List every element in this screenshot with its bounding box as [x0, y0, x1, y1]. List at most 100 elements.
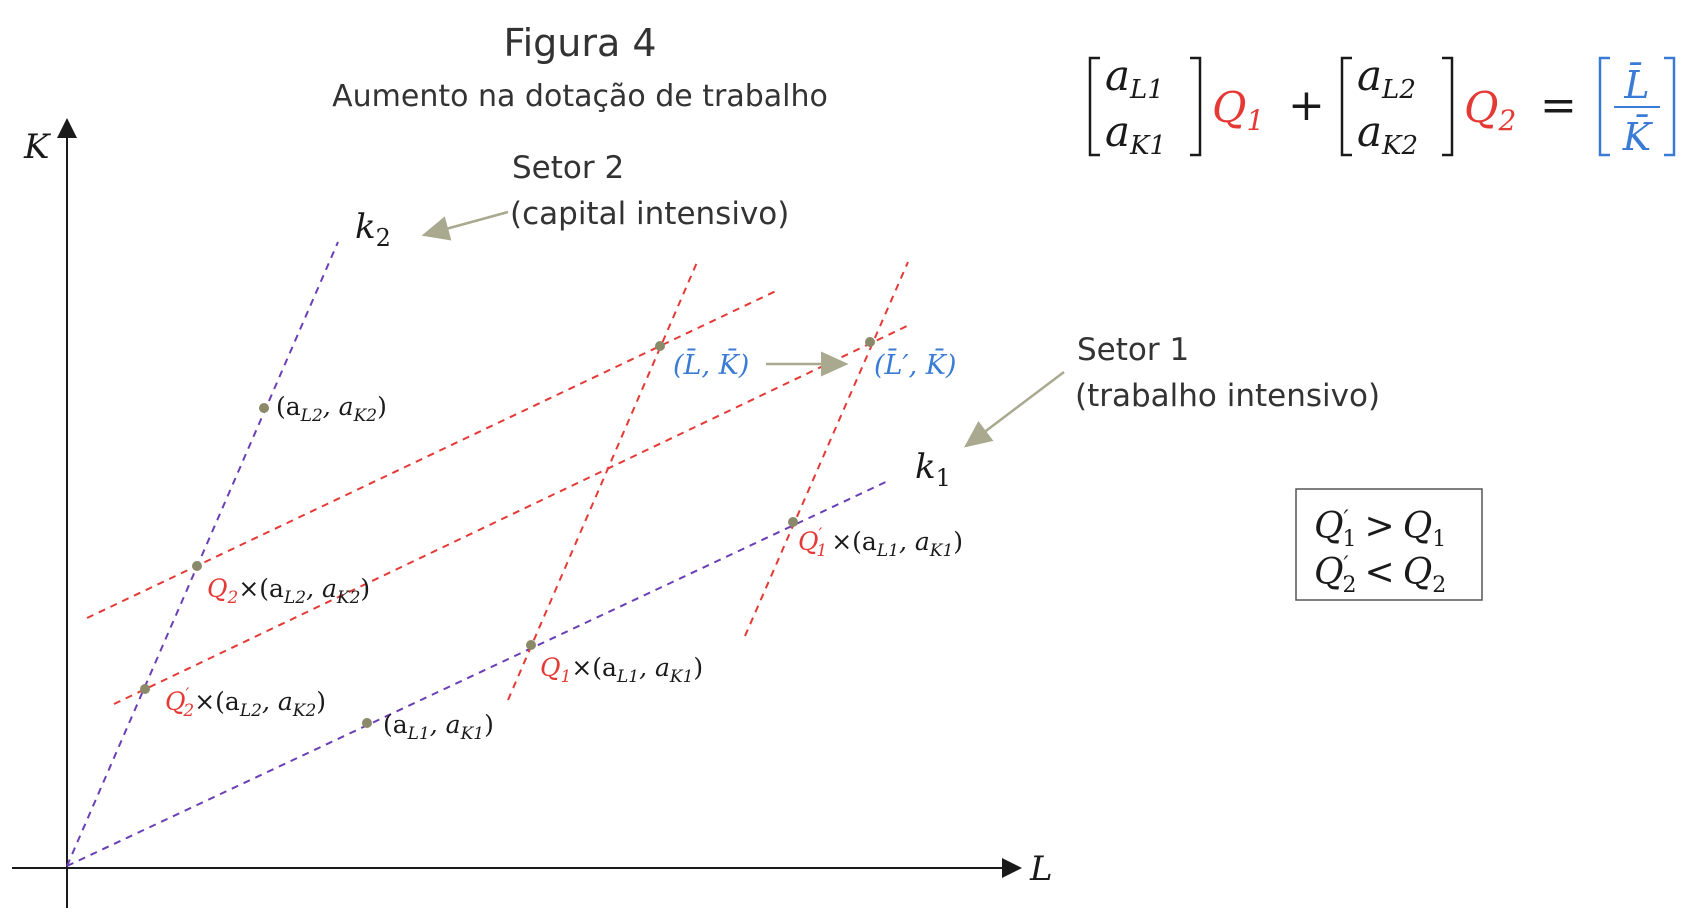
svg-text:Q2×(aL2, aK2): Q2×(aL2, aK2): [207, 574, 370, 608]
ak1-s2: K1: [460, 724, 485, 744]
ray-k2: [66, 241, 339, 867]
eq-v1-top-sub: L1: [1129, 75, 1164, 105]
q2p-coef-sub: 2: [182, 701, 194, 721]
eq-equals: =: [1540, 80, 1577, 131]
svg-text:k1: k1: [915, 447, 951, 492]
ray-k1-sub: 1: [936, 464, 951, 492]
ak2-close: ): [377, 392, 387, 421]
bracket-left-3: [1598, 56, 1610, 157]
box-l1-right: Q: [1403, 506, 1433, 547]
box-l1-right-sub: 1: [1432, 527, 1446, 552]
eq-rhs-bot: K̄: [1622, 115, 1654, 159]
box-l2-right: Q: [1403, 552, 1433, 593]
bracket-left-2: [1340, 56, 1352, 157]
ak2-open: (a: [276, 392, 301, 421]
line-sector1-through-new-endow: [744, 261, 909, 637]
q1p-mid: , a: [899, 527, 930, 556]
ray-k1: [66, 479, 891, 867]
q1p-close: ): [953, 527, 963, 556]
point-ak1: [362, 718, 372, 728]
eq-v2-bot-sub: K2: [1381, 131, 1418, 161]
box-l2-right-sub: 2: [1432, 573, 1446, 598]
q2p-s2: K2: [292, 701, 317, 721]
q2-open: (a: [259, 574, 284, 603]
box-l1-left-sub: 1: [1343, 527, 1357, 552]
sector1-desc: (trabalho intensivo): [1075, 378, 1380, 414]
box-l1-left: Q: [1314, 506, 1344, 547]
ak1-close: ): [484, 710, 494, 739]
point-endow: [655, 341, 665, 351]
ray-k1-label: k: [915, 447, 936, 487]
box-l2-op: <: [1365, 552, 1395, 593]
eq-q1: Q: [1212, 83, 1246, 132]
line-sector2-through-endow: [86, 289, 779, 619]
ak1-s1: L1: [407, 724, 430, 744]
q2-coef: Q: [207, 574, 228, 603]
eq-q1-sub: 1: [1246, 104, 1264, 137]
svg-text:(aL2, aK2): (aL2, aK2): [276, 392, 387, 426]
box-l1-prime: ′: [1344, 507, 1349, 532]
q1p-prime: ′: [819, 525, 823, 545]
ak2-s2: K2: [353, 406, 378, 426]
svg-text:Q′2<Q2: Q′ 2 < Q2: [1314, 552, 1446, 598]
q2-coef-sub: 2: [227, 588, 239, 608]
q2p-coef: Q: [165, 687, 186, 716]
figure-title: Figura 4: [503, 21, 656, 65]
svg-text:Q1×(aL1, aK1): Q1×(aL1, aK1): [540, 653, 703, 687]
q1p-open: (a: [852, 527, 877, 556]
q1-mid: , a: [639, 653, 670, 682]
ak1-open: (a: [383, 710, 408, 739]
q2-times: ×: [238, 574, 259, 603]
arrow-sector1: [964, 371, 1065, 448]
svg-text:k2: k2: [355, 207, 391, 252]
q2p-close: ): [316, 687, 326, 716]
q1-s2: K1: [669, 667, 694, 687]
q1-coef-sub: 1: [561, 667, 572, 687]
eq-v2-top: a: [1357, 51, 1382, 100]
endow-label: (L̄, K̄): [673, 347, 749, 381]
q2p-mid: , a: [262, 687, 293, 716]
sector1-name: Setor 1: [1077, 332, 1189, 368]
q2-close: ): [360, 574, 370, 603]
ak1-mid: , a: [430, 710, 461, 739]
box-l2-left-sub: 2: [1343, 573, 1357, 598]
arrow-sector2: [421, 210, 509, 241]
q1p-times: ×: [831, 527, 852, 556]
result-box: [1295, 488, 1483, 601]
svg-text:Q1: Q1: [1212, 83, 1264, 137]
svg-text:Q′1>Q1: Q′ 1 > Q1: [1314, 506, 1446, 552]
ak2-mid: , a: [323, 392, 354, 421]
q1-close: ): [693, 653, 703, 682]
q1p-s1: L1: [876, 541, 899, 561]
eq-q2-sub: 2: [1497, 104, 1516, 137]
ray-k2-sub: 2: [376, 224, 391, 252]
eq-q2: Q: [1464, 83, 1498, 132]
sector2-name: Setor 2: [512, 150, 624, 186]
svg-text:aL1: aL1: [1105, 51, 1164, 105]
q1p-coef-sub: 1: [816, 541, 827, 561]
eq-v1-top: a: [1105, 51, 1130, 100]
eq-v2-top-sub: L2: [1381, 75, 1416, 105]
figure-subtitle: Aumento na dotação de trabalho: [332, 79, 828, 114]
line-sector1-through-endow: [507, 259, 699, 701]
svg-text:aL2: aL2: [1357, 51, 1416, 105]
eq-plus: +: [1288, 80, 1325, 131]
q2p-times: ×: [194, 687, 215, 716]
line-sector2-through-new-endow: [113, 325, 908, 705]
eq-rhs-top: L̄: [1623, 63, 1649, 107]
q2-s1: L2: [283, 588, 306, 608]
q1p-coef: Q: [798, 527, 819, 556]
point-q2: [192, 561, 202, 571]
svg-text:Q2: Q2: [1464, 83, 1516, 137]
sector2-desc: (capital intensivo): [510, 196, 789, 232]
q2p-open: (a: [215, 687, 240, 716]
point-q1: [526, 640, 536, 650]
eq-v1-bot-sub: K1: [1129, 131, 1166, 161]
q2-mid: , a: [306, 574, 337, 603]
point-q1-prime: [788, 517, 798, 527]
q1-s1: L1: [616, 667, 639, 687]
bracket-right-1: [1190, 56, 1202, 157]
q2-s2: K2: [336, 588, 361, 608]
q1-open: (a: [592, 653, 617, 682]
